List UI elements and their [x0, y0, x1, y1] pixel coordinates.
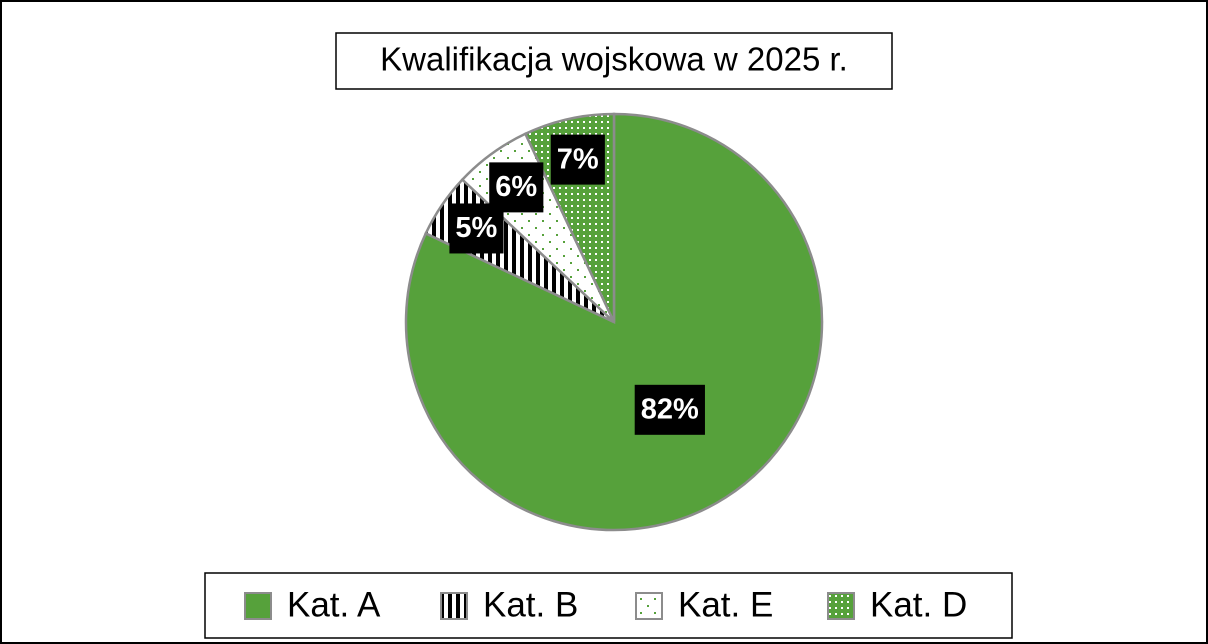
legend-swatch: [635, 592, 663, 620]
legend: Kat. A Kat. B Kat. E Kat. D: [244, 585, 967, 624]
data-label: 5%: [455, 212, 497, 244]
legend-swatch: [244, 592, 272, 620]
legend-swatch: [440, 592, 468, 620]
legend-label: Kat. E: [678, 585, 773, 624]
title-box: [335, 32, 893, 90]
data-label-bg: [634, 384, 705, 435]
legend-label: Kat. B: [483, 585, 578, 624]
legend-label: Kat. D: [870, 585, 967, 624]
data-label: 6%: [495, 171, 537, 203]
data-label: 7%: [557, 143, 599, 175]
legend-label: Kat. A: [287, 585, 381, 624]
legend-box: [204, 572, 1013, 639]
pie: 82% 5% 6% 7%: [404, 112, 824, 532]
legend-swatch: [827, 592, 855, 620]
data-label-bg: [550, 134, 605, 185]
data-label: 82%: [641, 393, 699, 425]
data-label-bg: [489, 162, 544, 213]
chart-title: Kwalifikacja wojskowa w 2025 r.: [380, 41, 848, 78]
